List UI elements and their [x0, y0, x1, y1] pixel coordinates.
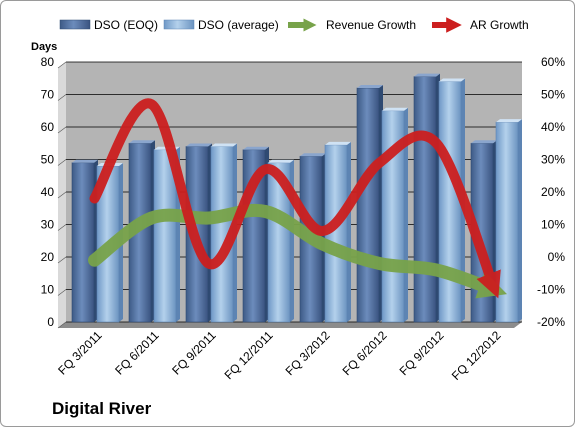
y-tick-label: 70: [41, 88, 55, 102]
bar-top: [243, 146, 269, 150]
right-axis-ticks: -20% -10% 0% 10% 20% 30% 40% 50% 60%: [537, 55, 565, 329]
x-tick-label: FQ 3/2011: [55, 328, 105, 378]
bar-dso-eoq: [413, 76, 437, 323]
y2-tick-label: 0%: [548, 250, 566, 264]
y-tick-label: 0: [47, 315, 54, 329]
x-tick-label: FQ 3/2012: [283, 328, 333, 378]
legend-label-revenue-growth: Revenue Growth: [326, 18, 416, 32]
x-tick-label: FQ 12/2011: [222, 328, 276, 382]
gridline-side: [57, 191, 67, 199]
gridline-side: [57, 126, 67, 134]
y2-tick-label: -10%: [537, 283, 565, 297]
ar-growth-line: [89, 98, 501, 299]
gridline-side: [57, 289, 67, 296]
legend-swatch-dso-average: [163, 19, 195, 30]
x-tick-label: FQ 9/2011: [169, 328, 219, 378]
y2-tick-label: 30%: [541, 153, 565, 167]
gridline-side: [57, 224, 67, 231]
y2-tick-label: 20%: [541, 185, 565, 199]
revenue-growth-line: [88, 203, 508, 299]
bar-top: [325, 141, 351, 145]
y2-tick-label: -20%: [537, 315, 565, 329]
bar-dso-average: [438, 81, 462, 323]
chart-caption: Digital River: [52, 399, 152, 418]
gridline-side: [57, 61, 67, 69]
gridline-side: [57, 159, 67, 166]
bar-top: [382, 107, 408, 111]
gridline-side: [57, 321, 67, 329]
bar-top: [186, 143, 212, 147]
bar-top: [439, 78, 465, 82]
bar-top: [300, 153, 326, 157]
plot-floor: [58, 322, 522, 328]
y-tick-label: 50: [41, 153, 55, 167]
x-axis-ticks: FQ 3/2011 FQ 6/2011 FQ 9/2011 FQ 12/2011 FQ …: [55, 328, 504, 383]
bar-top: [414, 73, 440, 77]
bar-top: [471, 140, 497, 144]
bar-dso-eoq: [356, 87, 380, 323]
y-tick-label: 20: [41, 250, 55, 264]
bar-dso-eoq: [71, 162, 95, 323]
bar-side: [347, 141, 351, 322]
gridline-side: [57, 256, 67, 264]
y2-tick-label: 10%: [541, 218, 565, 232]
lines-layer: [88, 98, 508, 299]
y-tick-label: 10: [41, 283, 55, 297]
legend-label-dso-average: DSO (average): [198, 18, 279, 32]
y-tick-label: 80: [41, 55, 55, 69]
y2-tick-label: 60%: [541, 55, 565, 69]
gridline-side: [57, 94, 67, 101]
bar-top: [211, 143, 237, 147]
legend-swatch-dso-eoq: [59, 19, 91, 30]
x-tick-label: FQ 6/2011: [112, 328, 162, 378]
x-tick-label: FQ 9/2012: [397, 328, 447, 378]
left-axis-ticks: 0 10 20 30 40 50 60 70 80: [41, 55, 55, 329]
x-tick-label: FQ 6/2012: [340, 328, 390, 378]
y-tick-label: 40: [41, 185, 55, 199]
bar-top: [129, 140, 155, 144]
y-axis-title: Days: [31, 41, 57, 53]
y2-tick-label: 40%: [541, 120, 565, 134]
bar-side: [518, 119, 522, 322]
bar-top: [72, 159, 98, 163]
legend-label-dso-eoq: DSO (EOQ): [94, 18, 158, 32]
bar-top: [496, 119, 522, 123]
bar-top: [357, 85, 383, 88]
legend: DSO (EOQ) DSO (average) Revenue Growth A…: [59, 17, 529, 33]
y-tick-label: 30: [41, 218, 55, 232]
bar-top: [268, 159, 294, 163]
y2-tick-label: 50%: [541, 88, 565, 102]
y-tick-label: 60: [41, 120, 55, 134]
x-tick-label: FQ 12/2012: [449, 328, 504, 383]
legend-label-ar-growth: AR Growth: [470, 18, 529, 32]
